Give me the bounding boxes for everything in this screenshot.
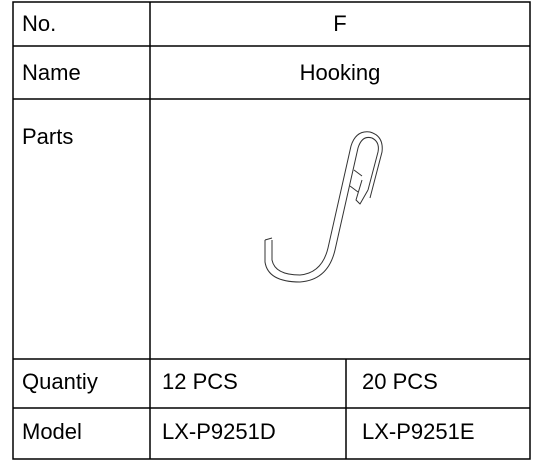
cell-value: LX-P9251E bbox=[362, 419, 475, 444]
hook-illustration bbox=[264, 131, 383, 283]
table-frame bbox=[12, 1, 531, 460]
cell-label: No. bbox=[22, 11, 56, 36]
cell-value: LX-P9251D bbox=[162, 419, 276, 444]
cell-label: Parts bbox=[22, 124, 73, 149]
cell-value: F bbox=[333, 11, 346, 36]
cell-label: Quantiy bbox=[22, 369, 98, 394]
cell-label: Name bbox=[22, 60, 81, 85]
table-borders bbox=[12, 1, 531, 460]
cell-value: Hooking bbox=[300, 60, 381, 85]
cell-value: 20 PCS bbox=[362, 369, 438, 394]
cell-value: 12 PCS bbox=[162, 369, 238, 394]
cell-label: Model bbox=[22, 419, 82, 444]
